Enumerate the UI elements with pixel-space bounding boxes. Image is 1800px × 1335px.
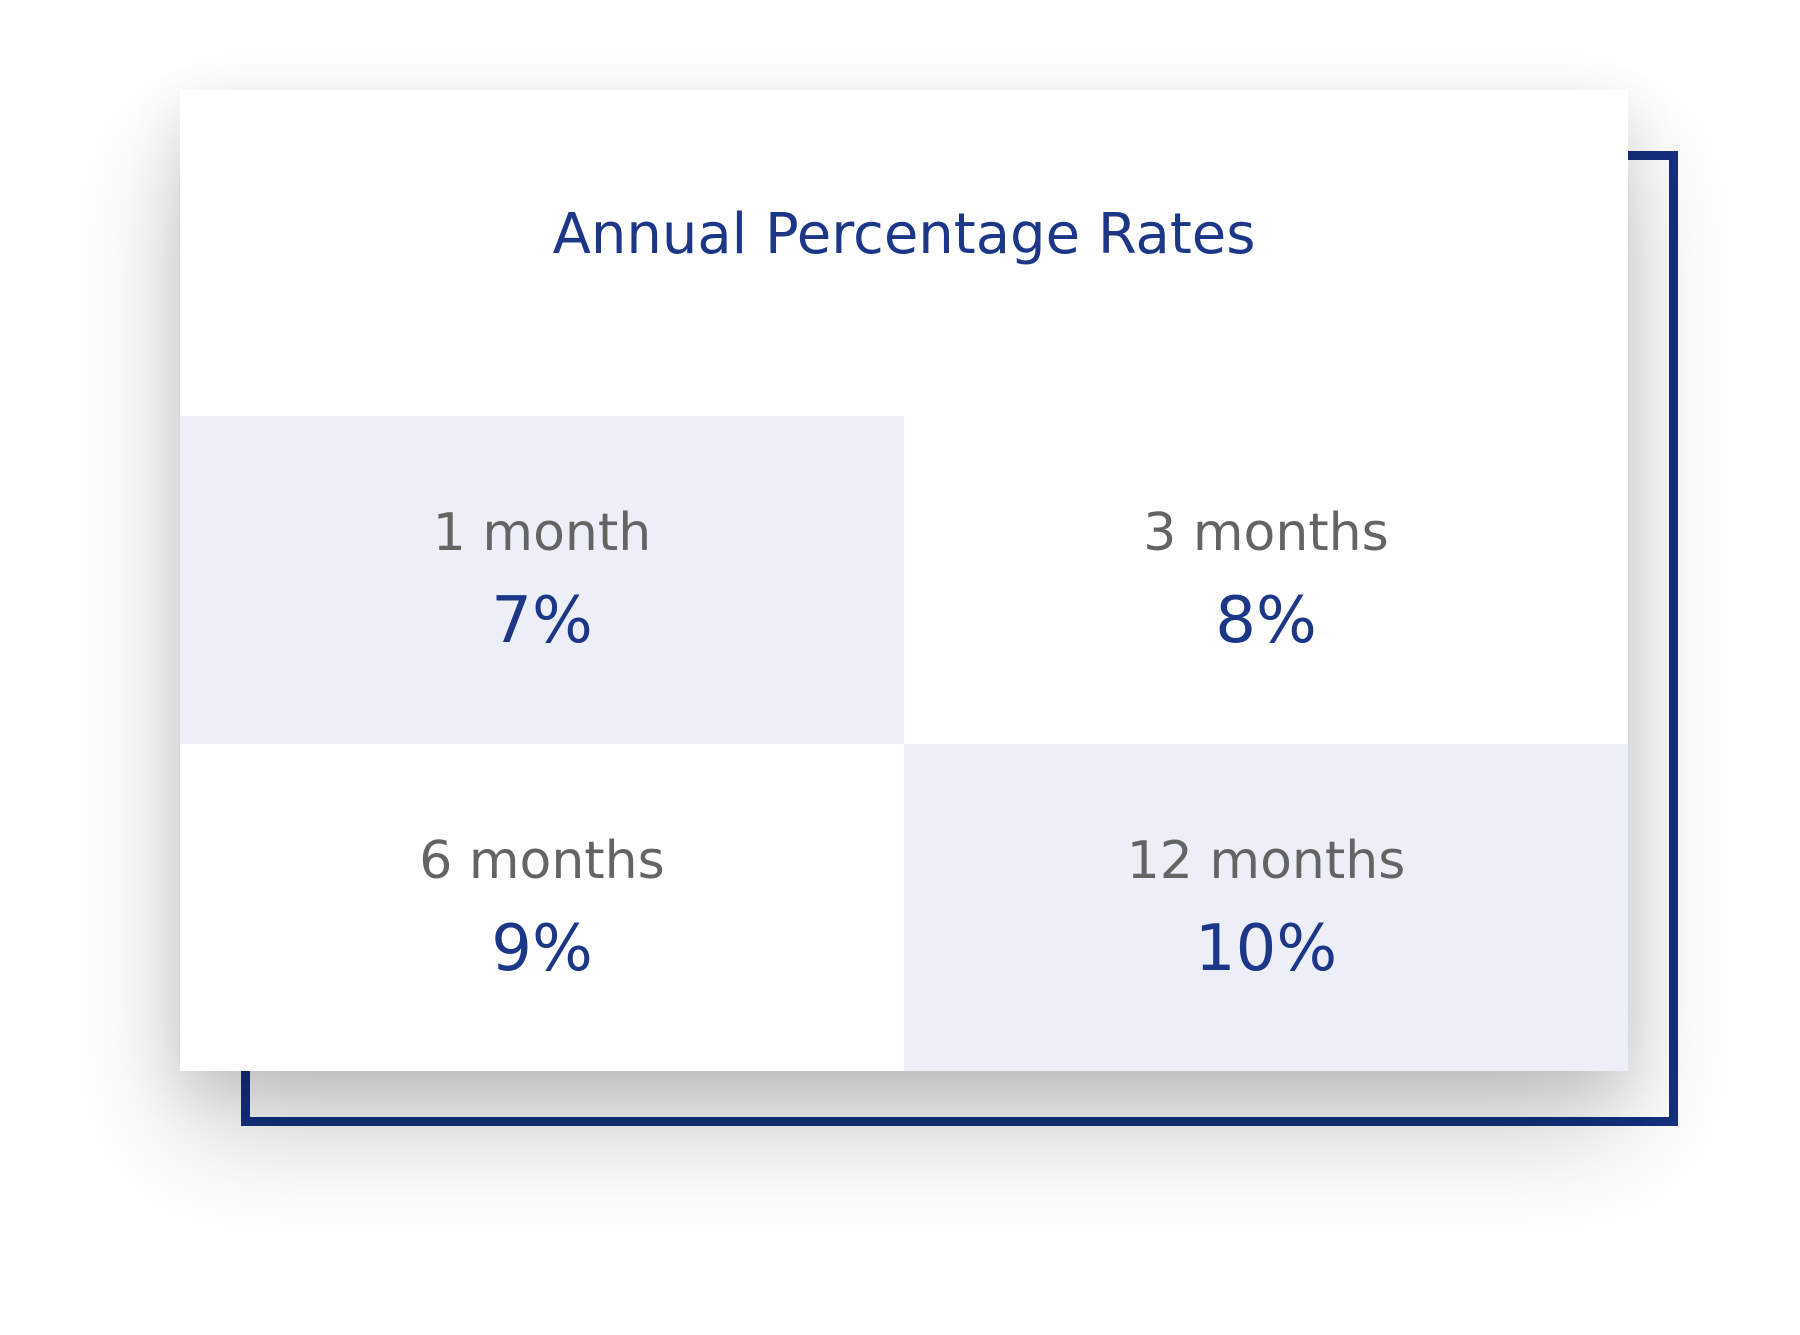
period-label: 12 months [1126, 830, 1406, 891]
rate-value: 10% [1194, 911, 1338, 986]
rate-cell-6-months: 6 months 9% [180, 744, 904, 1071]
rate-value: 9% [491, 911, 593, 986]
rates-card: Annual Percentage Rates 1 month 7% 3 mon… [180, 90, 1628, 1071]
card-title: Annual Percentage Rates [180, 90, 1628, 416]
period-label: 3 months [1143, 503, 1389, 563]
period-label: 6 months [419, 830, 665, 891]
card-title-text: Annual Percentage Rates [552, 202, 1256, 267]
rate-cell-1-month: 1 month 7% [180, 416, 904, 744]
rates-grid: 1 month 7% 3 months 8% 6 months 9% 12 mo… [180, 416, 1628, 1071]
rate-cell-12-months: 12 months 10% [904, 744, 1628, 1071]
rate-value: 8% [1215, 584, 1317, 658]
rate-cell-3-months: 3 months 8% [904, 416, 1628, 744]
period-label: 1 month [432, 503, 652, 563]
rate-value: 7% [491, 584, 593, 658]
